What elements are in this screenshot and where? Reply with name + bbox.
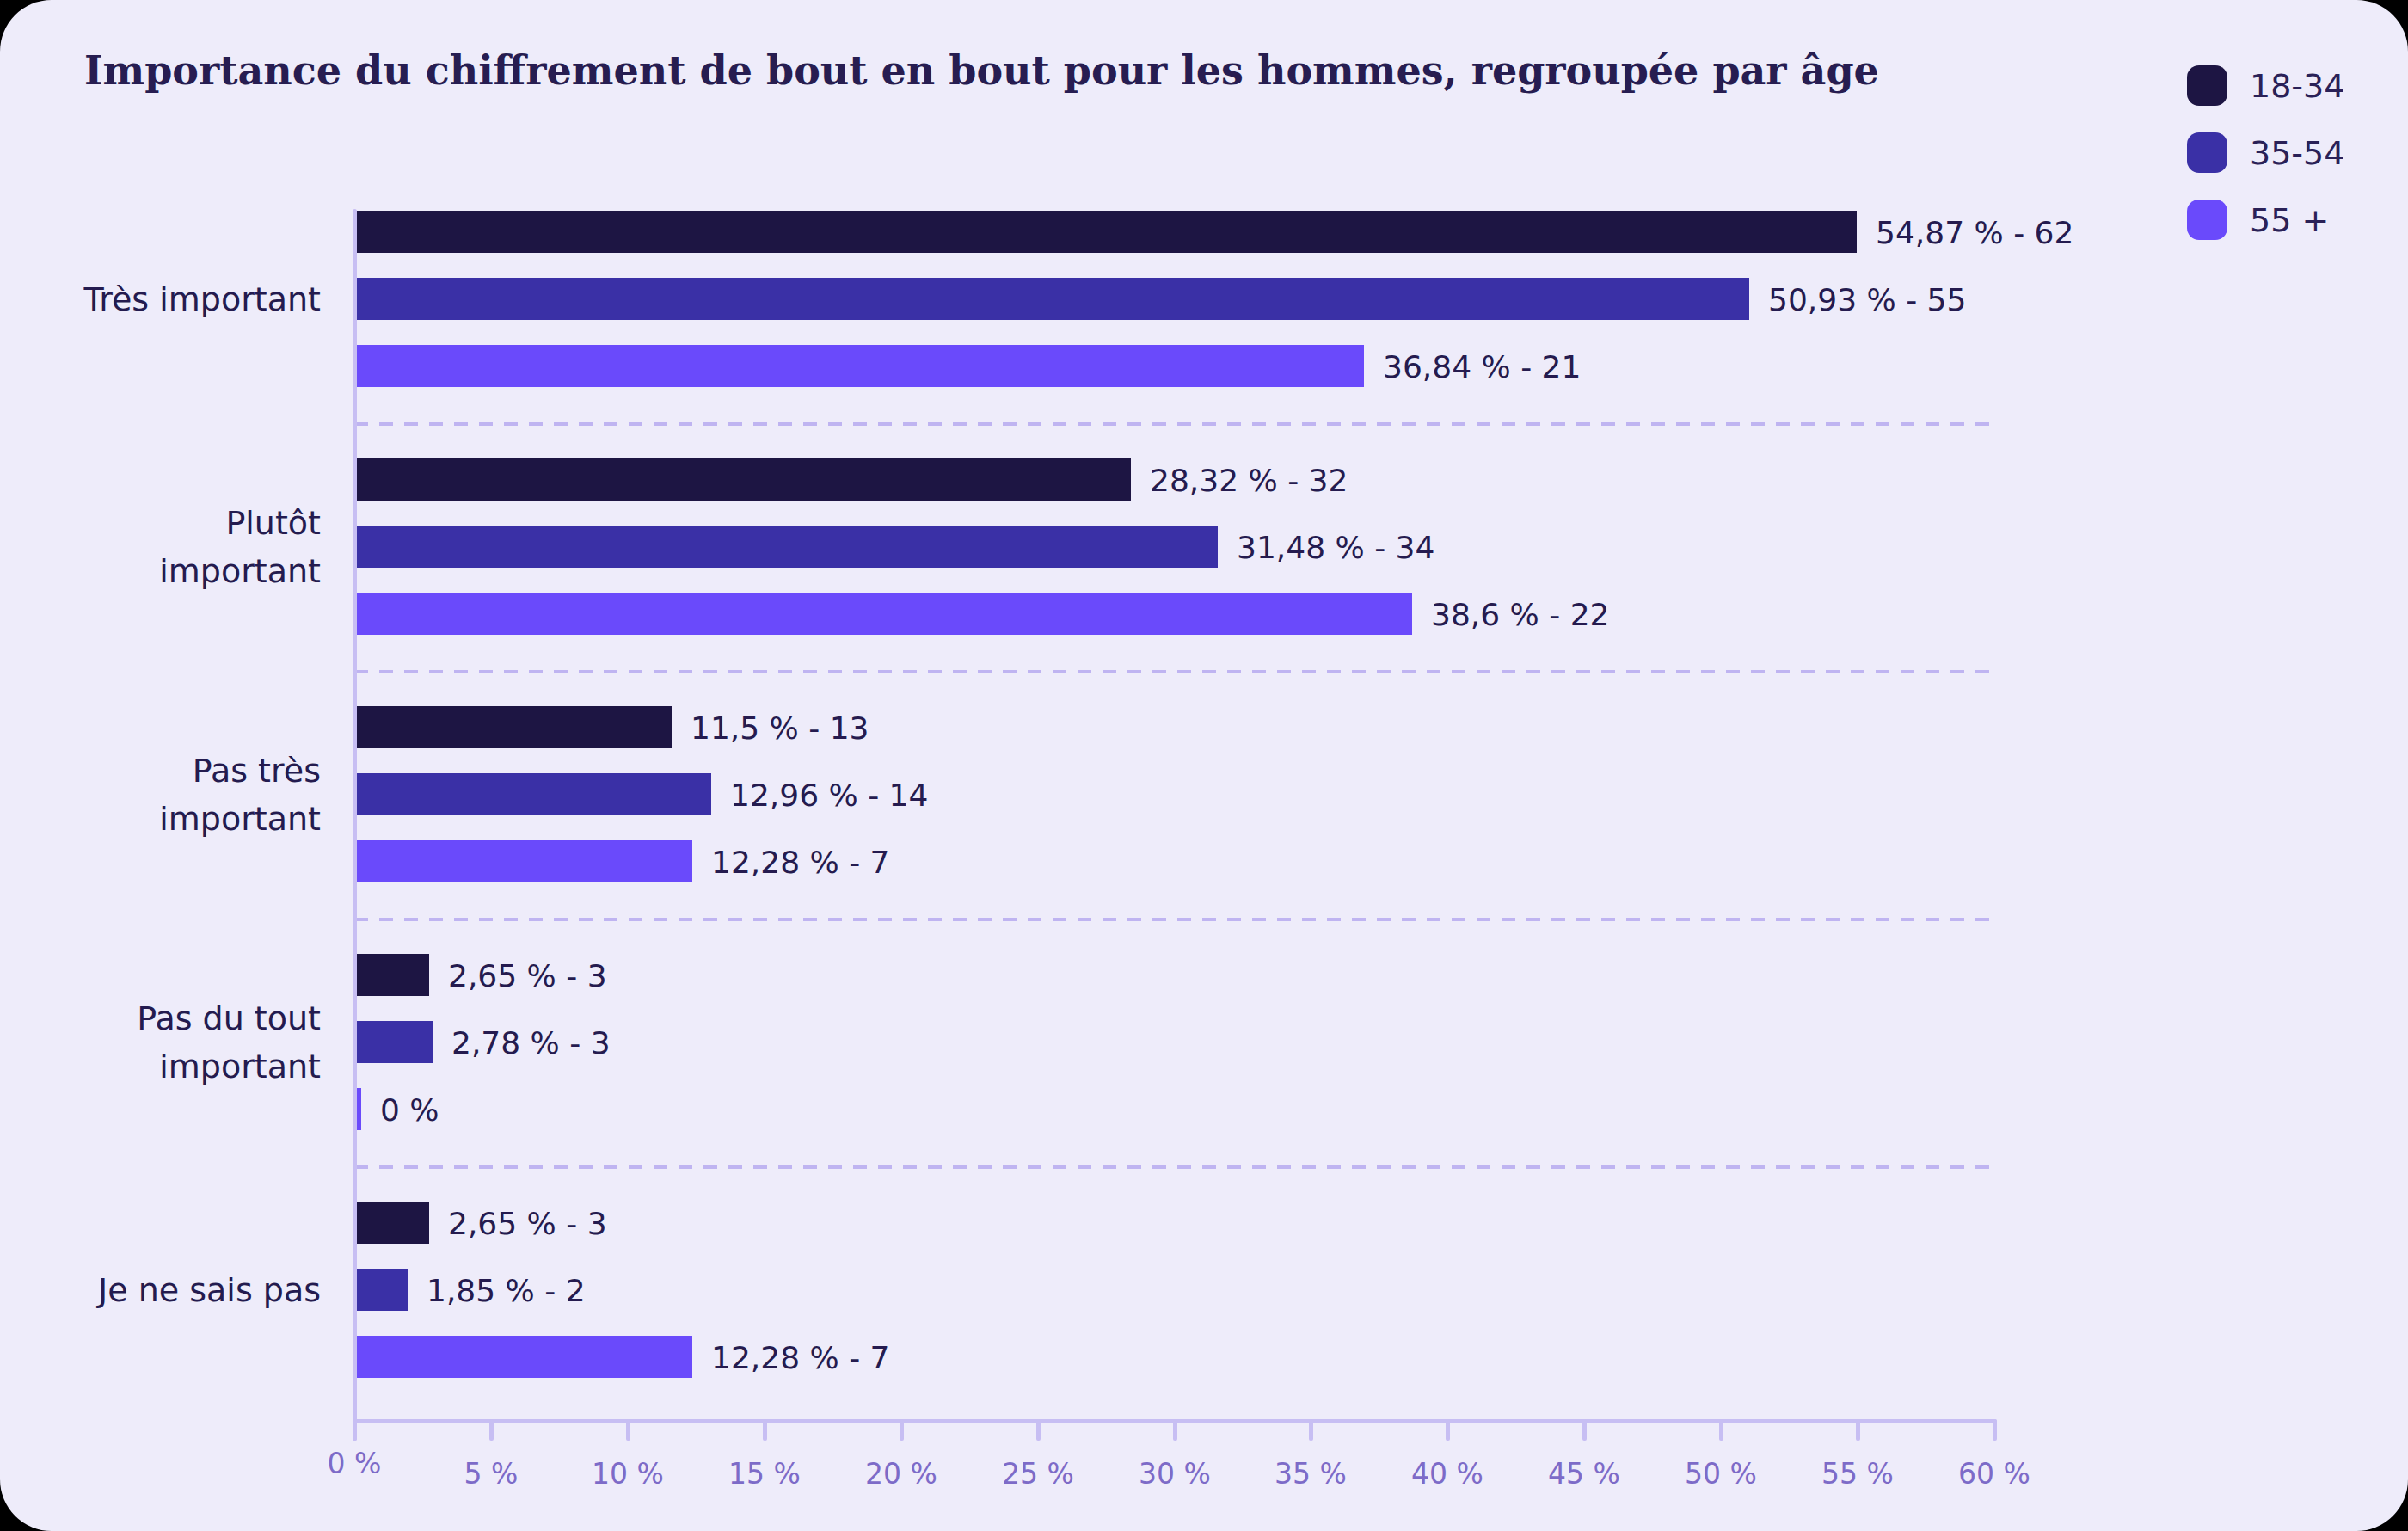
x-tick: [763, 1419, 767, 1441]
bar-value-label: 50,93 % - 55: [1768, 278, 1966, 320]
x-tick: [1719, 1419, 1723, 1441]
x-tick: [1309, 1419, 1313, 1441]
x-tick: [1582, 1419, 1587, 1441]
row-separator: [354, 918, 1993, 921]
bar-value-label: 12,96 % - 14: [730, 773, 928, 815]
x-tick: [1856, 1419, 1860, 1441]
bar: [357, 278, 1749, 320]
x-tick-label: 0 %: [286, 1447, 423, 1480]
bar-value-label: 31,48 % - 34: [1237, 526, 1434, 568]
bar: [357, 773, 711, 815]
bar-value-label: 2,78 % - 3: [452, 1021, 611, 1063]
x-tick: [1993, 1419, 1997, 1441]
bar-value-label: 0 %: [380, 1088, 439, 1130]
x-tick-label: 45 %: [1515, 1457, 1653, 1491]
y-axis-line: [353, 209, 357, 1441]
category-label: Très important: [0, 275, 321, 323]
bar-value-label: 2,65 % - 3: [448, 954, 607, 996]
category-label: Pas du tout important: [0, 994, 321, 1091]
bar-value-label: 28,32 % - 32: [1150, 458, 1348, 501]
chart-panel: Importance du chiffrement de bout en bou…: [0, 0, 2408, 1531]
bar: [357, 954, 429, 996]
x-tick-label: 40 %: [1379, 1457, 1516, 1491]
bar: [357, 1336, 692, 1378]
row-separator: [354, 422, 1993, 426]
bar: [357, 593, 1412, 635]
row-separator: [354, 1165, 1993, 1169]
x-tick: [626, 1419, 630, 1441]
x-tick-label: 25 %: [969, 1457, 1107, 1491]
bar: [357, 345, 1364, 387]
bar-value-label: 11,5 % - 13: [691, 706, 869, 748]
bar-value-label: 12,28 % - 7: [711, 840, 890, 882]
bar: [357, 840, 692, 882]
x-tick-label: 55 %: [1789, 1457, 1926, 1491]
bar: [357, 1021, 433, 1063]
x-tick-label: 50 %: [1652, 1457, 1790, 1491]
x-tick: [1446, 1419, 1450, 1441]
x-tick: [1036, 1419, 1041, 1441]
bar-value-label: 54,87 % - 62: [1876, 211, 2073, 253]
x-tick-label: 10 %: [559, 1457, 697, 1491]
category-label: Je ne sais pas: [0, 1266, 321, 1314]
bar-value-label: 12,28 % - 7: [711, 1336, 890, 1378]
x-tick-label: 35 %: [1242, 1457, 1379, 1491]
bar: [357, 211, 1857, 253]
bar: [357, 1202, 429, 1244]
category-label: Plutôt important: [0, 499, 321, 595]
bar-value-label: 1,85 % - 2: [427, 1269, 586, 1311]
bar: [357, 526, 1218, 568]
bar: [357, 1088, 361, 1130]
x-tick: [1173, 1419, 1177, 1441]
x-tick-label: 20 %: [832, 1457, 970, 1491]
bar-value-label: 2,65 % - 3: [448, 1202, 607, 1244]
bar: [357, 706, 672, 748]
x-tick-label: 5 %: [422, 1457, 560, 1491]
x-tick: [489, 1419, 494, 1441]
bar: [357, 1269, 408, 1311]
x-tick-label: 60 %: [1926, 1457, 2063, 1491]
x-tick-label: 15 %: [696, 1457, 833, 1491]
bar-value-label: 38,6 % - 22: [1431, 593, 1610, 635]
bar-chart: Très important 54,87 % - 62 50,93 % - 55 36…: [0, 0, 2408, 1531]
bar: [357, 458, 1131, 501]
category-label: Pas très important: [0, 747, 321, 843]
bar-value-label: 36,84 % - 21: [1383, 345, 1581, 387]
x-tick: [353, 1419, 357, 1441]
x-tick: [900, 1419, 904, 1441]
x-tick-label: 30 %: [1106, 1457, 1244, 1491]
row-separator: [354, 670, 1993, 673]
